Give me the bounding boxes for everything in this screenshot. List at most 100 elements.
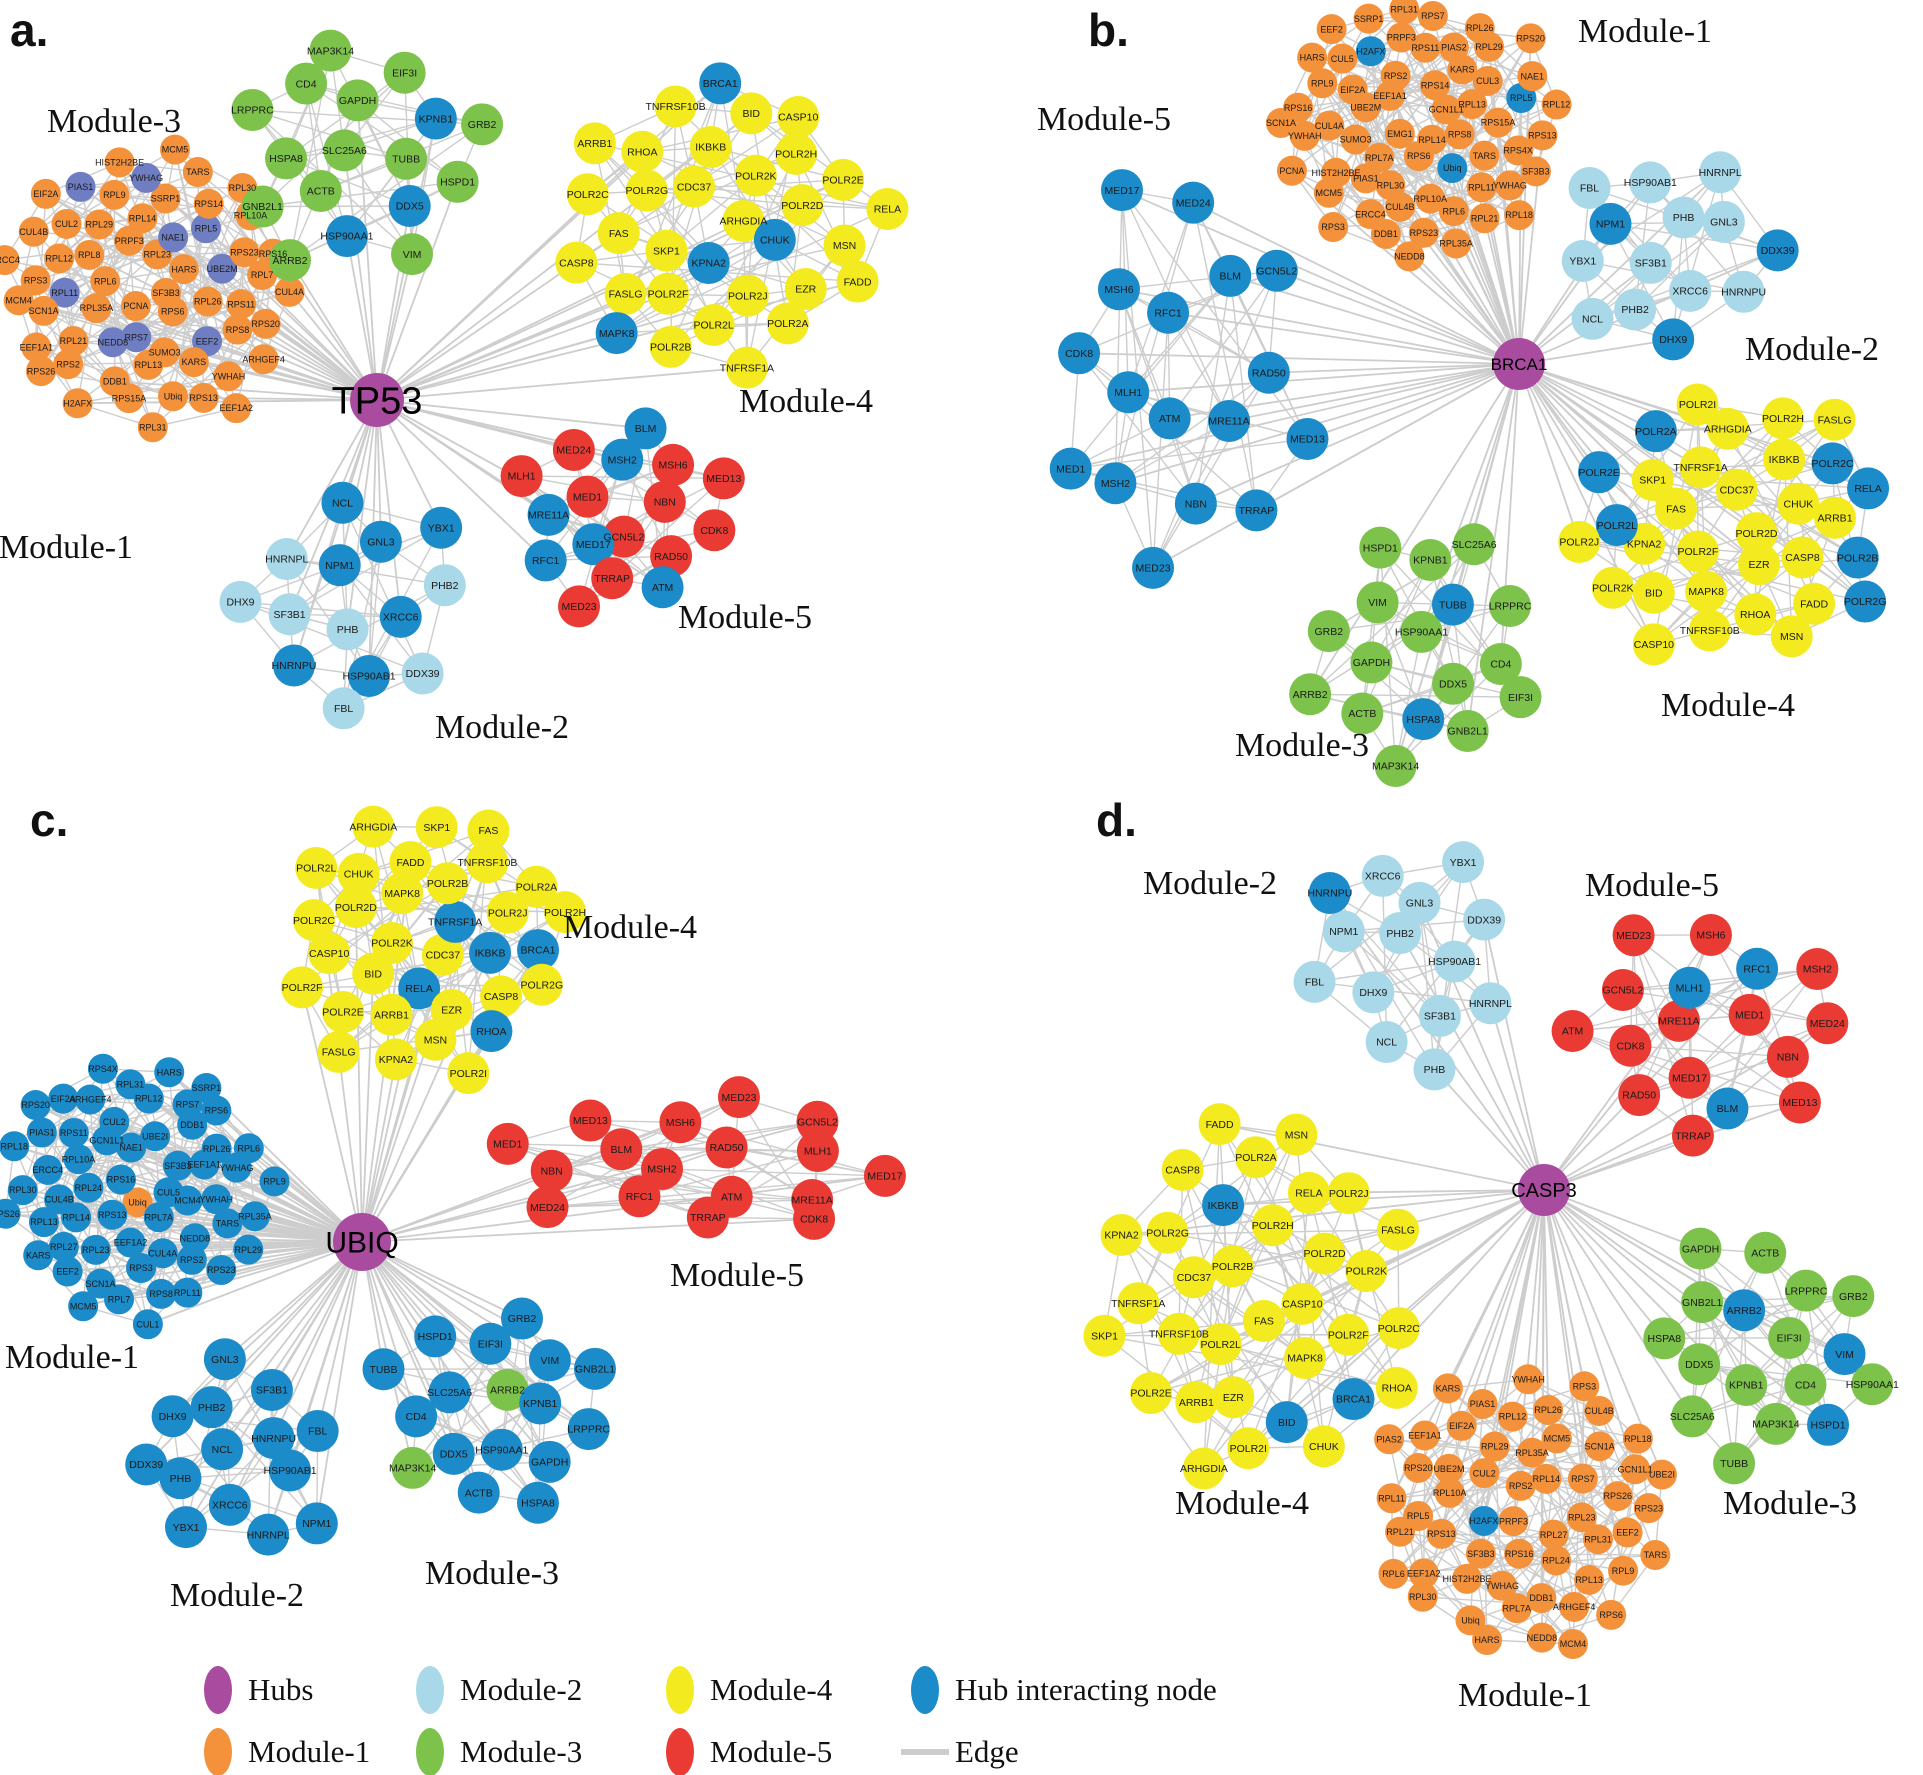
node-CHUK[interactable] <box>1302 1425 1345 1468</box>
node-ARRB2[interactable] <box>1289 673 1332 716</box>
node-RPS2[interactable] <box>176 1244 207 1275</box>
node-POLR2L[interactable] <box>1199 1323 1242 1366</box>
node-GNB2L1[interactable] <box>1681 1281 1724 1324</box>
node-TNFRSF10B[interactable] <box>466 841 509 884</box>
node-TNFRSF1A[interactable] <box>1679 446 1722 489</box>
node-CUL5[interactable] <box>1327 43 1358 74</box>
node-MSH2[interactable] <box>1796 947 1839 990</box>
node-RPS8[interactable] <box>146 1278 177 1309</box>
node-POLR2D[interactable] <box>1735 512 1778 555</box>
node-RPL21[interactable] <box>58 326 89 357</box>
node-POLR2L[interactable] <box>295 846 338 889</box>
node-MSN[interactable] <box>414 1018 457 1061</box>
node-EIF2A[interactable] <box>1337 74 1368 105</box>
node-FAS[interactable] <box>597 212 640 255</box>
node-HARS[interactable] <box>154 1057 185 1088</box>
node-POLR2D[interactable] <box>781 184 824 227</box>
node-EIF3I[interactable] <box>383 51 426 94</box>
node-RPL6[interactable] <box>90 266 121 297</box>
node-YWHAH[interactable] <box>213 361 244 392</box>
node-RPS20[interactable] <box>1403 1452 1434 1483</box>
node-POLR2I[interactable] <box>447 1052 490 1095</box>
node-ARRB2[interactable] <box>269 239 312 282</box>
node-MCM4[interactable] <box>3 285 34 316</box>
node-RPL27[interactable] <box>1538 1519 1569 1550</box>
node-BID[interactable] <box>730 92 773 135</box>
node-MLH1[interactable] <box>500 455 543 498</box>
node-DDX39[interactable] <box>401 652 444 695</box>
node-BRCA1[interactable] <box>699 62 742 105</box>
node-SUMO3[interactable] <box>1340 124 1371 155</box>
node-DDB1[interactable] <box>1370 218 1401 249</box>
node-ERCC4[interactable] <box>0 245 20 276</box>
node-MAPK8[interactable] <box>1284 1337 1327 1380</box>
node-RPS26[interactable] <box>1602 1481 1633 1512</box>
node-TNFRSF1A[interactable] <box>434 900 477 943</box>
node-RPL27[interactable] <box>48 1231 79 1262</box>
node-YWHAG[interactable] <box>131 162 162 193</box>
node-EEF1A1[interactable] <box>1409 1420 1440 1451</box>
node-CUL4B[interactable] <box>1385 191 1416 222</box>
node-ATM[interactable] <box>1551 1010 1594 1053</box>
node-UBE2I[interactable] <box>1646 1459 1677 1490</box>
node-RPL12[interactable] <box>1541 89 1572 120</box>
node-HNRNPU[interactable] <box>272 644 315 687</box>
node-DDX5[interactable] <box>1678 1343 1721 1386</box>
node-HSP90AA1[interactable] <box>1400 610 1443 653</box>
node-RPL31[interactable] <box>115 1069 146 1100</box>
node-DDX39[interactable] <box>1756 229 1799 272</box>
node-HIST2H2BE[interactable] <box>1451 1563 1482 1594</box>
node-PHB2[interactable] <box>1614 288 1657 331</box>
node-TARS[interactable] <box>1640 1540 1671 1571</box>
node-NEDD8[interactable] <box>1526 1622 1557 1653</box>
node-FASLG[interactable] <box>604 272 647 315</box>
node-RPS4X[interactable] <box>87 1053 118 1084</box>
node-ARHGDIA[interactable] <box>1706 407 1749 450</box>
node-IKBKB[interactable] <box>1763 438 1806 481</box>
node-SLC25A6[interactable] <box>428 1371 471 1414</box>
node-RPS16[interactable] <box>105 1164 136 1195</box>
node-RPL29[interactable] <box>1479 1431 1510 1462</box>
node-RPL14[interactable] <box>1531 1463 1562 1494</box>
node-ACTB[interactable] <box>1744 1231 1787 1274</box>
node-EEF2[interactable] <box>1612 1517 1643 1548</box>
node-HSP90AB1[interactable] <box>1433 940 1476 983</box>
node-NAE1[interactable] <box>1517 61 1548 92</box>
node-VIM[interactable] <box>1356 581 1399 624</box>
node-POLR2C[interactable] <box>292 899 335 942</box>
node-RPS7[interactable] <box>1417 1 1448 32</box>
node-POLR2G[interactable] <box>1146 1211 1189 1254</box>
node-SCN1A[interactable] <box>1584 1431 1615 1462</box>
node-SF3B3[interactable] <box>1465 1538 1496 1569</box>
node-NEDD8[interactable] <box>1394 241 1425 272</box>
node-RPS14[interactable] <box>1420 70 1451 101</box>
node-SKP1[interactable] <box>1083 1314 1126 1357</box>
node-RPL10A[interactable] <box>1415 183 1446 214</box>
node-RPL30[interactable] <box>1407 1581 1438 1612</box>
node-TRRAP[interactable] <box>591 557 634 600</box>
node-NAE1[interactable] <box>158 222 189 253</box>
node-RPL31[interactable] <box>1583 1524 1614 1555</box>
node-GRB2[interactable] <box>501 1297 544 1340</box>
node-EMG1[interactable] <box>1384 118 1415 149</box>
node-HSP90AB1[interactable] <box>269 1449 312 1492</box>
node-GNB2L1[interactable] <box>573 1347 616 1390</box>
node-HSPA8[interactable] <box>1643 1317 1686 1360</box>
node-KPNB1[interactable] <box>414 97 457 140</box>
node-POLR2C[interactable] <box>566 173 609 216</box>
node-LRPPRC[interactable] <box>567 1408 610 1451</box>
node-RELA[interactable] <box>398 967 441 1010</box>
node-FASLG[interactable] <box>317 1030 360 1073</box>
node-CDK8[interactable] <box>793 1197 836 1240</box>
node-MSH6[interactable] <box>1097 268 1140 311</box>
node-POLR2G[interactable] <box>1844 580 1887 623</box>
node-YWHAG[interactable] <box>1494 170 1525 201</box>
node-GCN5L2[interactable] <box>1255 249 1298 292</box>
node-PHB[interactable] <box>159 1457 202 1500</box>
node-XRCC6[interactable] <box>208 1483 251 1526</box>
node-NPM1[interactable] <box>1589 202 1632 245</box>
node-RPL18[interactable] <box>1504 200 1535 231</box>
node-FBL[interactable] <box>296 1410 339 1453</box>
node-UBE2M[interactable] <box>1433 1453 1464 1484</box>
